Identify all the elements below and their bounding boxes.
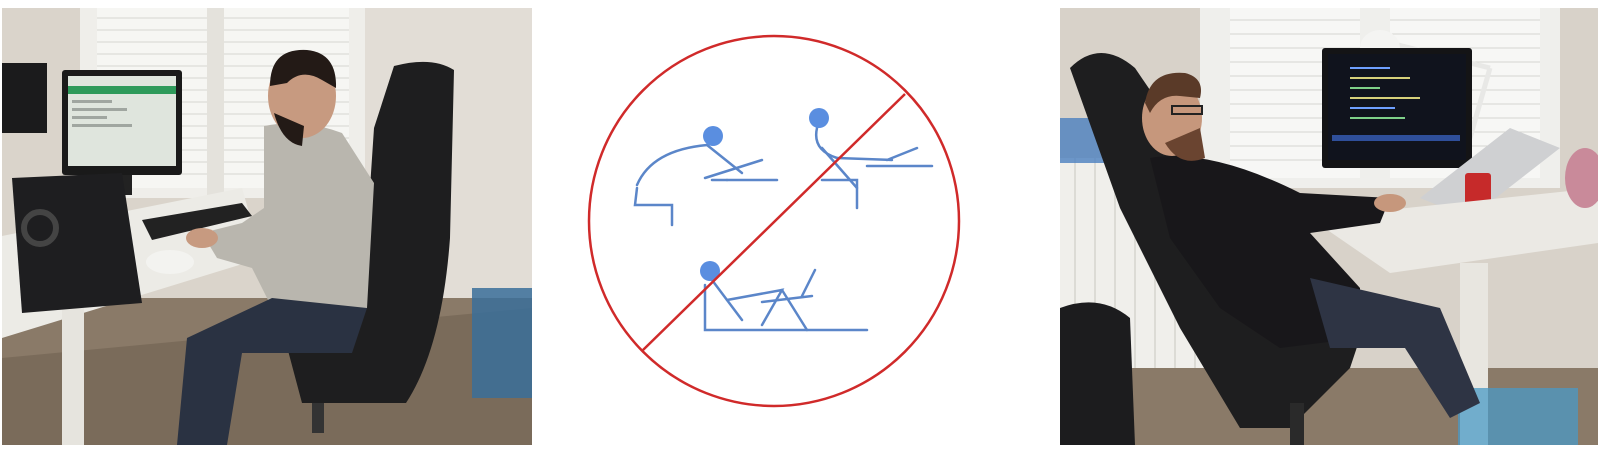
- figure-slouched-back: [814, 126, 934, 210]
- photo-upright-sitting: [2, 8, 532, 445]
- laptop: [1420, 128, 1560, 218]
- second-monitor: [2, 63, 47, 133]
- bad-posture-sign: [587, 34, 961, 408]
- figure-head-1: [703, 126, 723, 146]
- figure-head-2: [809, 108, 829, 128]
- figure-hunched-forward: [633, 143, 779, 227]
- prohibition-ring: [587, 34, 961, 408]
- person-hand: [1374, 194, 1406, 212]
- prohibition-slash: [642, 93, 906, 351]
- pc-tower: [12, 173, 142, 313]
- glasses: [1171, 105, 1203, 115]
- pink-object: [1565, 148, 1598, 208]
- figure-head-3: [700, 261, 720, 281]
- person-hair: [270, 49, 337, 88]
- person-hair: [1145, 72, 1201, 113]
- figure-lying-back: [703, 268, 869, 332]
- desk-leg: [62, 308, 84, 445]
- photo-reclined-sitting: [1060, 8, 1598, 445]
- monitor-screen: [1328, 54, 1466, 160]
- backpack: [1060, 302, 1135, 445]
- prohibition-sign-panel: [537, 0, 1057, 453]
- photo-upright-illustration: [2, 8, 532, 445]
- photo-reclined-illustration: [1060, 8, 1598, 445]
- waste-bin: [1458, 388, 1578, 445]
- person-beard: [274, 113, 304, 146]
- bowl: [146, 250, 194, 274]
- desk: [1310, 188, 1598, 273]
- person-beard: [1165, 128, 1205, 161]
- person-hand: [186, 228, 218, 248]
- headphones: [21, 209, 59, 247]
- waste-bin: [472, 288, 532, 398]
- person-jeans: [1310, 278, 1480, 418]
- person-sweater: [202, 123, 374, 308]
- keyboard: [142, 203, 252, 240]
- person-jeans: [177, 298, 367, 445]
